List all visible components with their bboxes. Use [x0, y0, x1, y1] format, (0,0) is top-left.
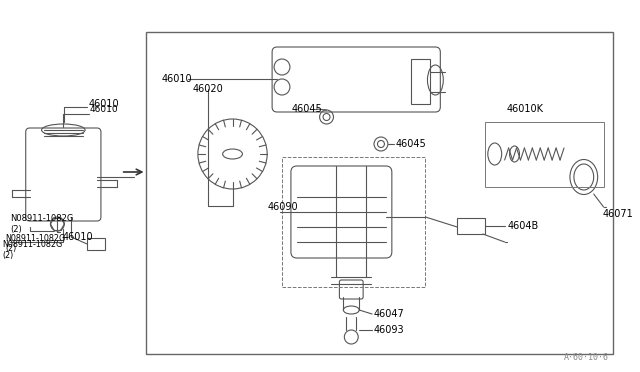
- Text: N08911-1082G
(2): N08911-1082G (2): [5, 234, 65, 253]
- Bar: [457, 218, 485, 234]
- Text: 46010: 46010: [90, 105, 118, 113]
- Text: 46093: 46093: [374, 325, 404, 335]
- Bar: [87, 238, 105, 250]
- Text: 46010: 46010: [89, 99, 120, 109]
- Text: N08911-1082G
(2): N08911-1082G (2): [2, 240, 62, 260]
- Text: 46010: 46010: [62, 232, 93, 242]
- Bar: [411, 59, 431, 104]
- Text: N08911-1082G
(2): N08911-1082G (2): [10, 214, 73, 234]
- Text: A·60·10·6: A·60·10·6: [564, 353, 609, 362]
- Text: 4604B: 4604B: [508, 221, 539, 231]
- Text: 46047: 46047: [374, 309, 404, 319]
- Bar: [485, 122, 604, 187]
- Text: 46045: 46045: [396, 139, 426, 149]
- Text: 46010K: 46010K: [507, 104, 543, 114]
- Text: 46010: 46010: [161, 74, 192, 84]
- Text: 46020: 46020: [193, 84, 224, 94]
- Text: 46071: 46071: [603, 209, 634, 219]
- Text: 46090: 46090: [267, 202, 298, 212]
- Text: 46045: 46045: [292, 104, 323, 114]
